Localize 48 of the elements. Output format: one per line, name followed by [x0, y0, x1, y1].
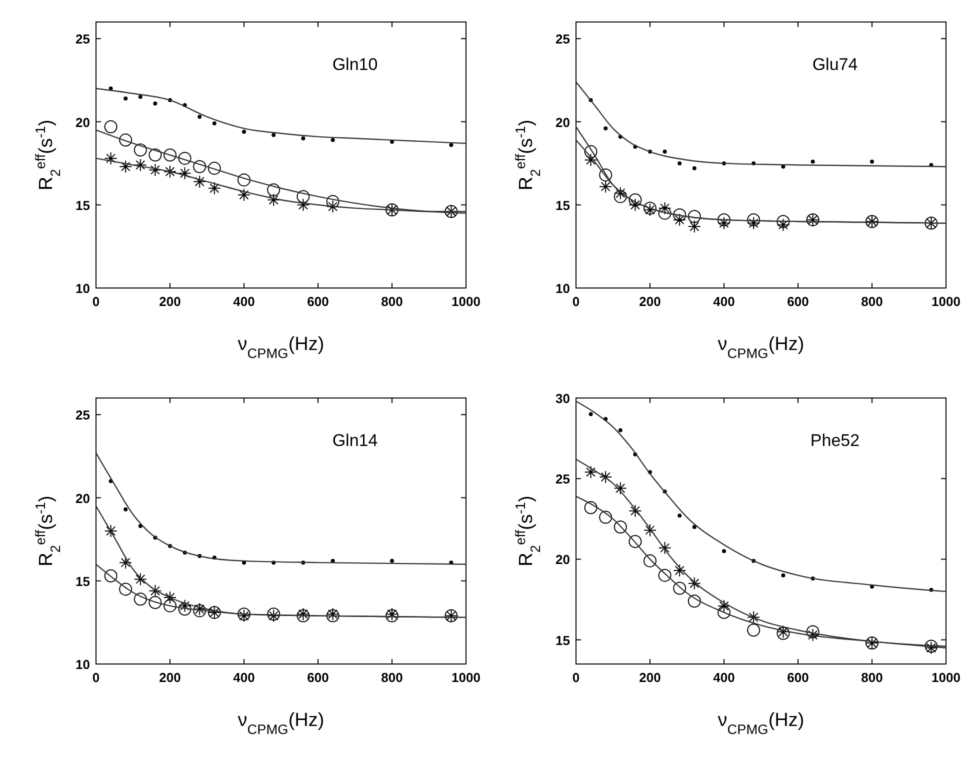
x-axis-title: ν$_{CPMG}$(Hz) [238, 334, 324, 360]
y-tick-label: 20 [556, 552, 570, 568]
x-tick-label: 600 [787, 294, 809, 309]
x-tick-label: 1000 [452, 294, 480, 309]
x-tick-label: 200 [639, 294, 661, 309]
x-tick-label: 0 [572, 670, 580, 685]
x-tick-label: 800 [861, 670, 883, 685]
y-tick-label: 30 [556, 391, 570, 406]
x-tick-label: 800 [381, 294, 403, 309]
x-tick-label: 200 [159, 670, 181, 685]
x-tick-label: 800 [861, 294, 883, 309]
y-tick-label: 15 [556, 198, 570, 213]
x-axis-title: ν$_{CPMG}$(Hz) [718, 334, 804, 360]
x-tick-label: 400 [233, 294, 255, 309]
x-tick-label: 0 [92, 294, 100, 309]
x-tick-label: 0 [92, 670, 100, 685]
y-tick-label: 20 [556, 114, 570, 130]
y-tick-label: 10 [76, 281, 90, 296]
x-tick-label: 600 [307, 670, 329, 685]
x-tick-label: 0 [572, 294, 580, 309]
y-tick-label: 20 [76, 490, 90, 506]
x-tick-label: 800 [381, 670, 403, 685]
x-tick-label: 600 [787, 670, 809, 685]
text: Gln10 [332, 54, 378, 74]
x-tick-label: 400 [233, 670, 255, 685]
y-tick-label: 10 [76, 657, 90, 672]
text: Gln14 [332, 430, 378, 450]
x-tick-label: 200 [159, 294, 181, 309]
x-tick-label: 200 [639, 670, 661, 685]
text: Phe52 [810, 430, 860, 450]
x-tick-label: 1000 [452, 670, 480, 685]
x-tick-label: 600 [307, 294, 329, 309]
y-tick-label: 20 [76, 114, 90, 130]
y-tick-label: 15 [556, 632, 570, 648]
x-axis-title: ν$_{CPMG}$(Hz) [238, 710, 324, 736]
y-tick-label: 15 [76, 198, 90, 213]
x-axis-title: ν$_{CPMG}$(Hz) [718, 710, 804, 736]
x-tick-label: 1000 [932, 670, 960, 685]
x-tick-label: 400 [713, 670, 735, 685]
y-tick-label: 25 [76, 408, 90, 423]
y-tick-label: 15 [76, 574, 90, 589]
text: Glu74 [812, 54, 858, 74]
y-tick-label: 25 [556, 32, 570, 47]
y-tick-label: 25 [556, 472, 570, 487]
y-tick-label: 10 [556, 281, 570, 296]
x-tick-label: 400 [713, 294, 735, 309]
y-tick-label: 25 [76, 32, 90, 47]
x-tick-label: 1000 [932, 294, 960, 309]
